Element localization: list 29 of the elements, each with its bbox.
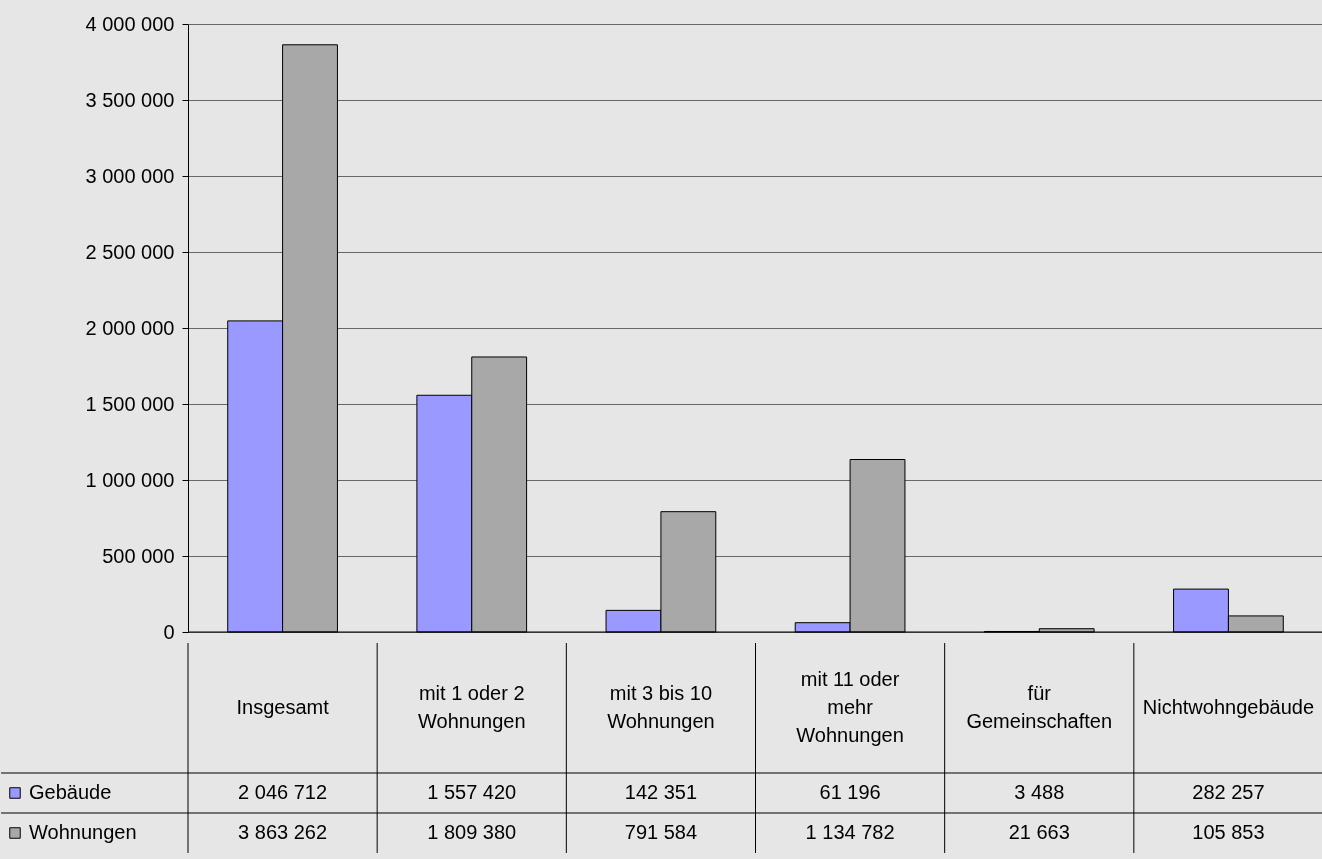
y-tick-label: 3 000 000: [85, 164, 175, 187]
y-tick-label: 2 500 000: [85, 240, 175, 263]
x-tick-label: Insgesamt: [236, 696, 330, 718]
y-tick-label: 0: [163, 620, 175, 643]
data-label: 2 046 712: [238, 781, 328, 803]
x-tick-label: mit 11 oder mehr Wohnungen: [796, 668, 904, 746]
y-tick-label: 500 000: [102, 544, 175, 567]
data-label: 105 853: [1192, 821, 1265, 843]
y-tick-label: 3 500 000: [85, 88, 175, 111]
x-tick-label: Nichtwohngebäude: [1142, 696, 1315, 718]
legend-label: Gebäude: [29, 781, 112, 803]
data-label: 791 584: [624, 821, 698, 843]
y-tick-label: 1 000 000: [85, 468, 175, 491]
legend-label: Wohnungen: [29, 821, 137, 843]
data-label: 1 809 380: [427, 821, 517, 843]
data-label: 21 663: [1008, 821, 1070, 843]
data-label: 3 488: [1014, 781, 1065, 803]
data-label: 142 351: [624, 781, 698, 803]
data-label: 1 134 782: [805, 821, 895, 843]
data-label: 282 257: [1192, 781, 1265, 803]
x-tick-label: mit 1 oder 2 Wohnungen: [418, 682, 526, 732]
data-label: 1 557 420: [427, 781, 517, 803]
y-tick-label: 4 000 000: [85, 12, 175, 35]
data-label: 61 196: [819, 781, 881, 803]
x-tick-label: für Gemeinschaften: [966, 682, 1113, 732]
y-tick-label: 2 000 000: [85, 316, 175, 339]
data-label: 3 863 262: [238, 821, 328, 843]
y-tick-label: 1 500 000: [85, 392, 175, 415]
x-tick-label: mit 3 bis 10 Wohnungen: [607, 682, 715, 732]
